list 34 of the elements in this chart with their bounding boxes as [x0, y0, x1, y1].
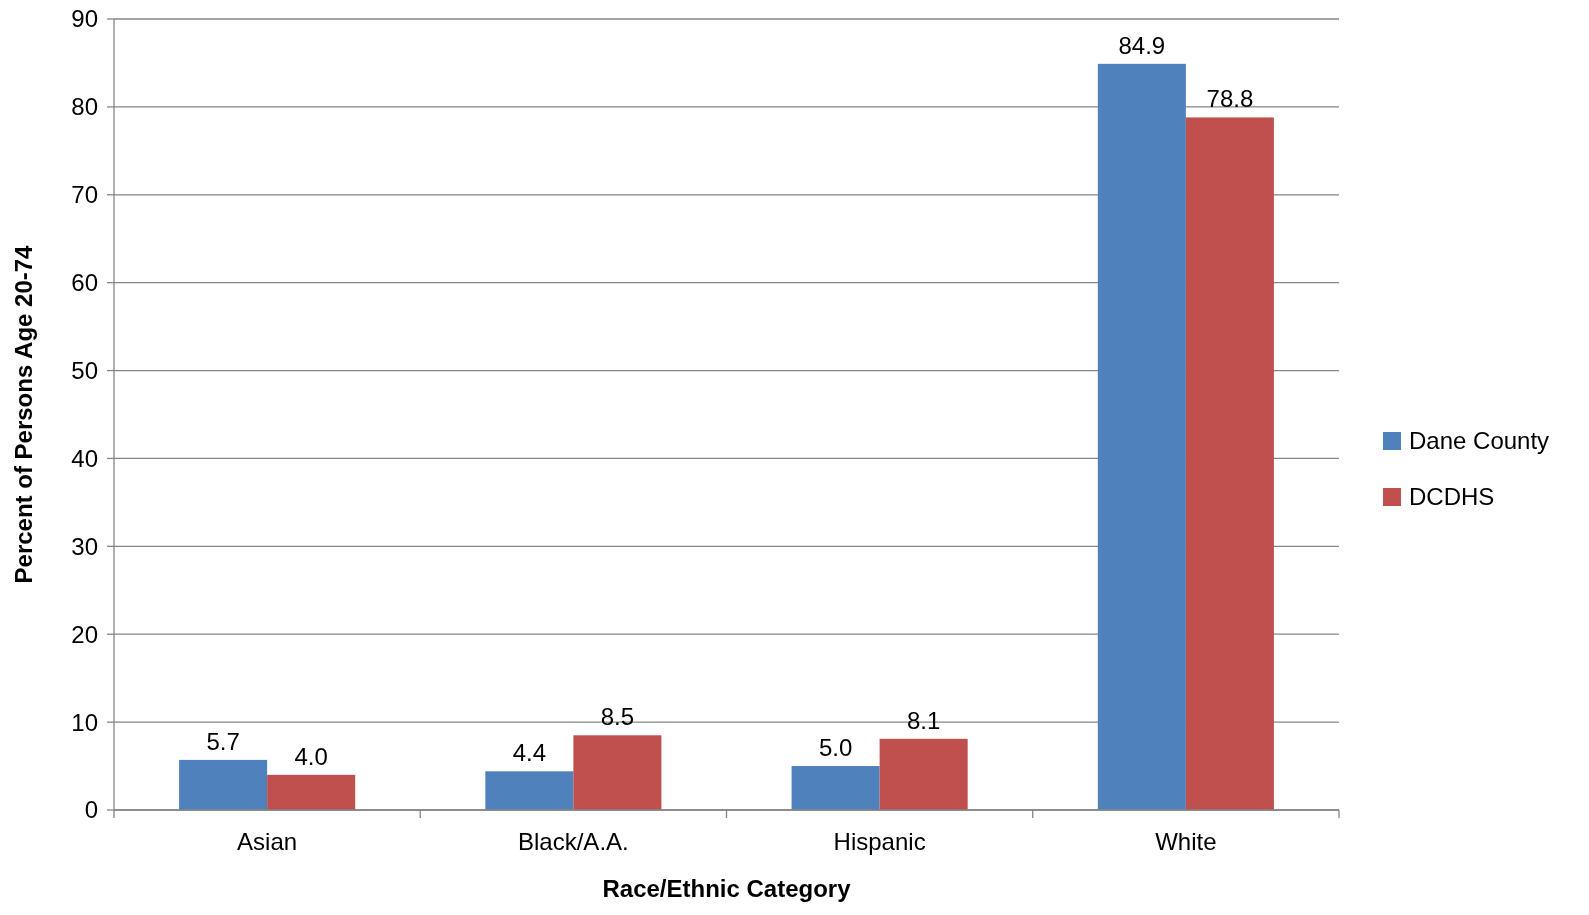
y-tick-label: 80	[71, 93, 98, 121]
bar	[1097, 63, 1186, 810]
x-axis-title: Race/Ethnic Category	[602, 875, 852, 902]
y-tick-label: 20	[71, 620, 98, 648]
bar	[791, 766, 880, 810]
y-axis-title: Percent of Persons Age 20-74	[10, 244, 37, 584]
legend-label: Dane County	[1409, 427, 1550, 455]
text: 84.9	[1118, 31, 1166, 59]
text: 4.4	[512, 739, 547, 767]
x-tick-label: Hispanic	[833, 828, 926, 855]
bar	[485, 771, 574, 810]
y-tick-label: 30	[71, 532, 98, 560]
y-tick-label: 70	[71, 181, 98, 209]
text: 5.7	[206, 727, 240, 755]
legend-label: DCDHS	[1409, 483, 1495, 511]
y-tick-label: 10	[71, 708, 98, 736]
x-tick-label: White	[1155, 828, 1217, 855]
y-tick-label: 90	[71, 5, 98, 33]
x-tick-label: Black/A.A.	[518, 828, 629, 855]
y-tick-label: 40	[71, 444, 98, 472]
y-tick-label: 50	[71, 356, 98, 384]
bar	[179, 759, 268, 810]
y-tick-label: 60	[71, 269, 98, 297]
text: 8.5	[600, 703, 635, 731]
text: 8.1	[906, 706, 941, 734]
text: 78.8	[1206, 85, 1254, 113]
x-tick-label: Asian	[237, 828, 298, 855]
y-tick-label: 0	[84, 796, 98, 824]
bar	[879, 738, 968, 810]
bar	[573, 735, 662, 810]
bar	[1185, 117, 1274, 810]
text: 4.0	[294, 742, 328, 770]
text: 5.0	[818, 734, 853, 762]
bar	[267, 774, 356, 810]
